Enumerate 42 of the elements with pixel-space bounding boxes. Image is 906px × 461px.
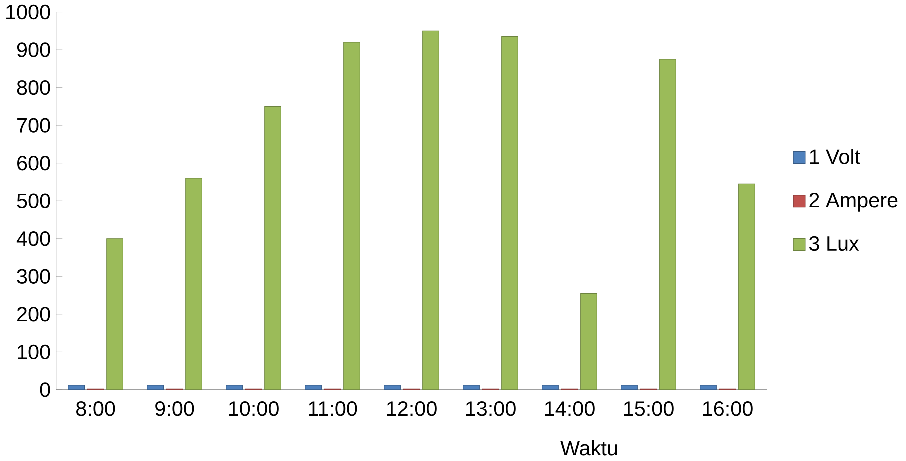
x-tick-label: 12:00 [387,402,437,416]
bar [68,385,85,390]
x-tick-label: 16:00 [703,402,753,416]
x-tick-label: 10:00 [229,402,279,416]
y-tick-label: 800 [17,80,50,96]
y-tick-label: 900 [17,42,50,58]
x-tick-label: 13:00 [466,402,516,416]
bar [700,385,717,390]
y-tick-label: 500 [17,194,50,209]
bar [502,36,518,390]
bar [422,31,440,390]
bar [621,385,638,390]
bar [660,59,676,390]
bar [186,178,202,390]
y-tick-label: 0 [40,382,50,398]
x-tick-label: 11:00 [309,402,358,416]
bar [463,385,480,390]
y-tick-label: 1000 [6,5,50,20]
bar [344,42,360,390]
bar [147,385,164,390]
bar [542,385,559,390]
y-tick-label: 100 [18,344,50,360]
bar [738,184,756,390]
y-tick-label: 700 [18,118,50,134]
legend-label: 3 Lux [809,236,860,252]
x-tick-label: 14:00 [545,402,595,416]
legend-label: 1 Volt [810,149,860,165]
y-tick-label: 300 [17,269,50,284]
bar [384,385,401,390]
bar [305,385,322,390]
x-axis-title: Waktu [560,440,618,456]
legend-label: 2 Ampere [810,193,898,212]
y-tick-label: 400 [16,232,50,246]
x-tick-label: 15:00 [624,402,674,416]
bar [264,106,282,390]
x-tick-label: 9:00 [156,402,194,416]
bar [106,238,124,390]
bar [226,385,243,390]
y-tick-label: 200 [18,307,50,322]
x-tick-label: 8:00 [76,402,116,416]
bar [580,294,598,390]
y-tick-label: 600 [18,156,50,171]
